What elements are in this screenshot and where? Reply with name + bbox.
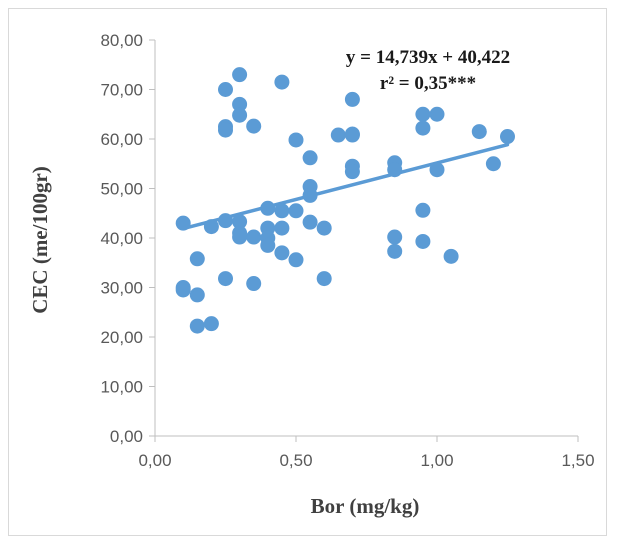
y-tick-label: 80,00 (100, 31, 143, 50)
data-point (218, 271, 233, 287)
data-point (246, 276, 262, 292)
data-point (274, 245, 290, 261)
x-tick-label: 0,50 (279, 451, 312, 470)
data-point (316, 220, 332, 236)
data-point (471, 124, 487, 140)
data-point (203, 219, 219, 235)
axes: 0,00 10,00 20,00 30,00 40,00 50,00 60,00 70,00 8… (100, 31, 594, 470)
trendline (181, 142, 510, 231)
x-axis-title: Bor (mg/kg) (311, 494, 420, 518)
y-tick-label: 50,00 (100, 180, 143, 199)
data-point (415, 202, 431, 218)
data-point (189, 287, 205, 303)
labels-layer: y = 14,739x + 40,422 r² = 0,35*** Bor (m… (28, 47, 510, 518)
x-tick-label: 1,00 (420, 451, 453, 470)
y-tick-label: 30,00 (100, 279, 143, 298)
data-point (232, 229, 248, 245)
points-layer (175, 67, 515, 334)
y-tick-label: 70,00 (100, 81, 143, 100)
data-point (429, 106, 445, 122)
data-point (203, 316, 219, 332)
trendline-layer (181, 142, 510, 231)
data-point (218, 213, 233, 229)
x-tick-label: 0,00 (138, 451, 171, 470)
data-point (218, 82, 233, 97)
y-axis-title: CEC (me/100gr) (28, 166, 52, 314)
data-point (260, 200, 276, 216)
data-point (344, 91, 360, 107)
data-point (344, 127, 360, 143)
data-point (189, 251, 205, 267)
data-point (246, 229, 262, 245)
data-point (415, 106, 431, 122)
data-point (330, 127, 346, 143)
data-point (189, 318, 205, 334)
y-tick-label: 40,00 (100, 229, 143, 248)
equation-label: y = 14,739x + 40,422 (346, 47, 510, 68)
y-tick-label: 20,00 (100, 328, 143, 347)
data-point (274, 203, 290, 219)
data-point (302, 214, 318, 230)
data-point (302, 187, 318, 203)
data-point (316, 271, 332, 287)
data-point (260, 237, 276, 253)
data-point (443, 248, 459, 264)
data-point (387, 229, 403, 245)
x-tick-label: 1,50 (561, 451, 594, 470)
data-point (274, 74, 290, 90)
data-point (288, 132, 304, 148)
data-point (232, 214, 248, 230)
data-point (175, 282, 191, 298)
y-tick-label: 10,00 (100, 378, 143, 397)
data-point (344, 164, 360, 180)
y-tick-label: 60,00 (100, 130, 143, 149)
data-point (387, 243, 403, 259)
data-point (415, 120, 431, 136)
data-point (232, 107, 248, 123)
data-point (274, 220, 290, 236)
data-point (302, 150, 318, 166)
data-point (288, 203, 304, 219)
data-point (246, 118, 262, 134)
data-point (218, 122, 233, 138)
y-tick-label: 0,00 (110, 427, 143, 446)
data-point (175, 215, 191, 231)
data-point (232, 96, 248, 112)
data-point (429, 162, 445, 178)
data-point (387, 162, 403, 178)
r-squared-label: r² = 0,35*** (380, 73, 476, 94)
data-point (232, 67, 248, 83)
chart-frame (8, 8, 607, 536)
data-point (500, 129, 515, 145)
data-point (288, 252, 304, 268)
data-point (485, 156, 501, 172)
data-point (415, 233, 431, 249)
